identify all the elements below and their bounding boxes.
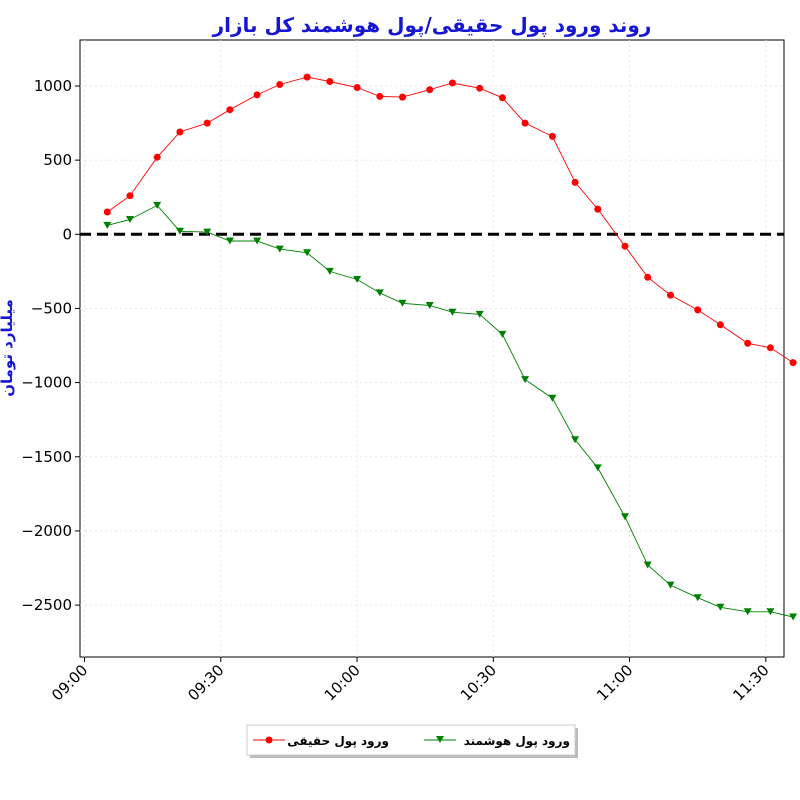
data-point-real-money bbox=[694, 306, 702, 314]
data-point-smart-money bbox=[203, 228, 212, 236]
data-point-real-money bbox=[448, 79, 456, 87]
data-point-real-money bbox=[253, 91, 261, 99]
data-point-smart-money bbox=[225, 237, 234, 245]
data-point-smart-money bbox=[353, 276, 362, 283]
data-point-real-money bbox=[226, 106, 234, 114]
data-point-smart-money bbox=[126, 216, 134, 223]
data-point-real-money bbox=[594, 205, 602, 213]
y-tick-label: 1000 bbox=[34, 77, 72, 95]
y-axis-label: میلیارد تومان bbox=[0, 299, 16, 397]
data-point-smart-money bbox=[153, 201, 162, 209]
data-point-real-money bbox=[203, 119, 211, 127]
data-point-smart-money bbox=[475, 310, 484, 318]
data-point-smart-money bbox=[643, 561, 652, 569]
grid bbox=[80, 40, 784, 657]
data-point-real-money bbox=[376, 92, 384, 100]
data-point-smart-money bbox=[716, 603, 725, 611]
data-point-smart-money bbox=[425, 302, 434, 309]
y-tick-label: 500 bbox=[43, 151, 72, 169]
y-tick-label: −500 bbox=[31, 299, 72, 317]
data-point-smart-money bbox=[521, 376, 530, 384]
data-point-real-money bbox=[548, 132, 556, 140]
legend-label-real: ورود پول حقیقی bbox=[287, 734, 389, 749]
data-point-real-money bbox=[498, 94, 506, 102]
data-point-real-money bbox=[644, 273, 652, 281]
data-point-smart-money bbox=[593, 464, 602, 472]
data-point-smart-money bbox=[498, 330, 507, 338]
data-point-smart-money bbox=[743, 608, 752, 616]
y-axis: 1000 500 0 −500 −1000 −1500 −2000 −2500 bbox=[21, 77, 80, 614]
data-point-smart-money bbox=[789, 613, 798, 621]
legend-label-smart: ورود پول هوشمند bbox=[464, 734, 570, 749]
data-point-real-money bbox=[103, 208, 111, 216]
legend-box bbox=[246, 724, 576, 756]
legend: ورود پول حقیقی ورود پول هوشمند bbox=[246, 724, 578, 758]
y-tick-label: −1500 bbox=[21, 448, 72, 466]
legend-marker-smart bbox=[436, 736, 444, 743]
data-point-smart-money bbox=[175, 227, 184, 235]
data-point-real-money bbox=[766, 344, 774, 352]
data-point-smart-money bbox=[253, 237, 262, 245]
y-tick-label: −1000 bbox=[21, 374, 72, 392]
legend-marker-real bbox=[265, 736, 273, 744]
data-point-smart-money bbox=[693, 594, 702, 602]
data-point-real-money bbox=[126, 192, 134, 200]
data-point-smart-money bbox=[571, 436, 580, 444]
data-point-real-money bbox=[744, 339, 752, 347]
series-group bbox=[103, 73, 798, 621]
data-point-smart-money bbox=[325, 267, 334, 275]
data-point-real-money bbox=[399, 93, 406, 101]
data-point-smart-money bbox=[766, 608, 775, 616]
data-point-smart-money bbox=[398, 299, 407, 307]
data-point-real-money bbox=[426, 86, 434, 94]
data-point-real-money bbox=[153, 153, 161, 161]
chart-title: روند ورود پول حقیقی/پول هوشمند کل بازار bbox=[212, 13, 652, 38]
y-tick-label: −2000 bbox=[21, 522, 72, 540]
data-point-smart-money bbox=[548, 394, 557, 402]
data-point-real-money bbox=[716, 321, 724, 329]
data-point-real-money bbox=[476, 84, 484, 92]
y-tick-label: 0 bbox=[62, 225, 72, 243]
data-point-real-money bbox=[667, 291, 674, 299]
data-point-real-money bbox=[303, 73, 311, 81]
data-point-smart-money bbox=[621, 513, 629, 521]
y-tick-label: −2500 bbox=[21, 596, 72, 614]
plot-area bbox=[79, 39, 785, 658]
data-point-real-money bbox=[326, 78, 334, 85]
data-point-real-money bbox=[176, 128, 184, 136]
data-point-real-money bbox=[521, 119, 529, 127]
data-point-real-money bbox=[276, 81, 284, 88]
data-point-smart-money bbox=[275, 245, 284, 253]
data-point-real-money bbox=[571, 178, 579, 186]
data-point-smart-money bbox=[666, 581, 675, 589]
data-point-smart-money bbox=[375, 289, 384, 297]
data-point-smart-money bbox=[448, 308, 457, 316]
data-point-smart-money bbox=[303, 249, 312, 257]
data-point-real-money bbox=[789, 359, 797, 367]
data-point-real-money bbox=[621, 242, 629, 250]
data-point-real-money bbox=[353, 84, 361, 91]
data-point-smart-money bbox=[103, 221, 112, 229]
